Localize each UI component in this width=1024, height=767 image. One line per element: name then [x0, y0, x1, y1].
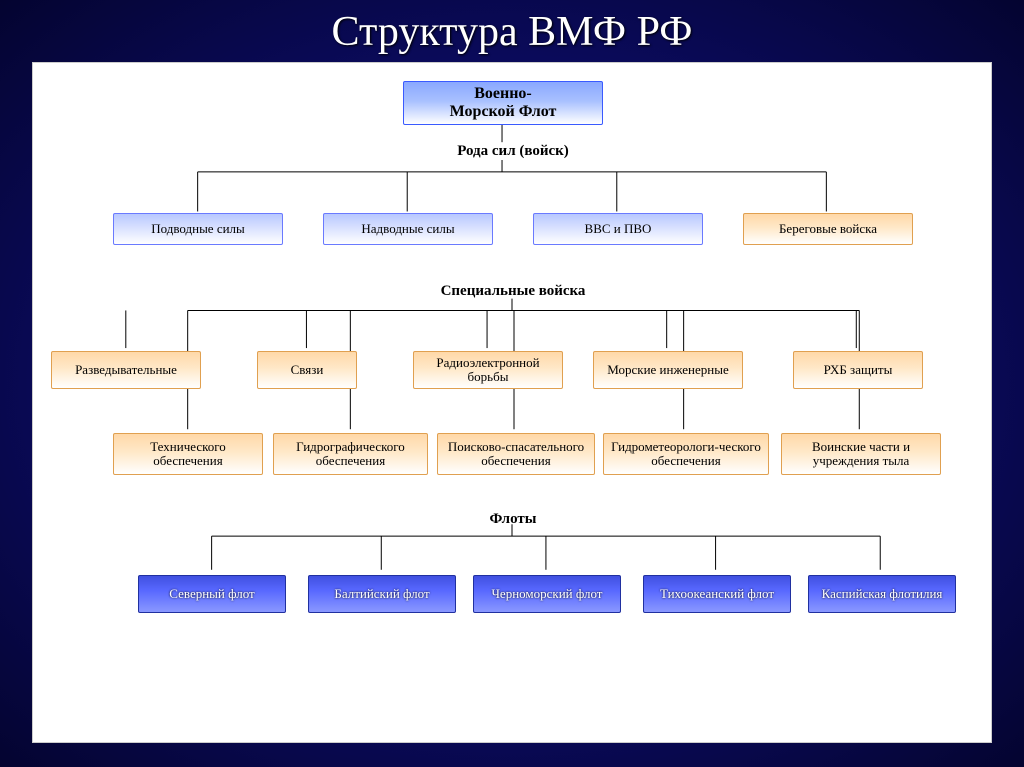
connectors [33, 63, 991, 742]
root-line2: Морской Флот [450, 103, 557, 120]
special-r1-1: Связи [257, 351, 357, 389]
fleet-node-1: Балтийский флот [308, 575, 456, 613]
root-node: Военно- Морской Флот [403, 81, 603, 125]
fleet-node-0: Северный флот [138, 575, 286, 613]
special-r1-3: Морские инженерные [593, 351, 743, 389]
forces-node-1: Надводные силы [323, 213, 493, 245]
special-r2-0: Технического обеспечения [113, 433, 263, 475]
special-r2-2: Поисково-спасательного обеспечения [437, 433, 595, 475]
fleet-node-4: Каспийская флотилия [808, 575, 956, 613]
special-r2-3: Гидрометеорологи-ческого обеспечения [603, 433, 769, 475]
forces-section-label: Рода сил (войск) [433, 143, 593, 160]
diagram-canvas: Военно- Морской Флот Рода сил (войск) Сп… [32, 62, 992, 743]
special-r1-0: Разведывательные [51, 351, 201, 389]
special-r1-2: Радиоэлектронной борьбы [413, 351, 563, 389]
special-r2-1: Гидрографического обеспечения [273, 433, 428, 475]
slide-title: Структура ВМФ РФ [0, 0, 1024, 62]
special-section-label: Специальные войска [423, 283, 603, 300]
fleets-section-label: Флоты [473, 511, 553, 528]
root-line1: Военно- [474, 85, 532, 102]
forces-node-3: Береговые войска [743, 213, 913, 245]
fleet-node-2: Черноморский флот [473, 575, 621, 613]
forces-node-0: Подводные силы [113, 213, 283, 245]
forces-node-2: ВВС и ПВО [533, 213, 703, 245]
special-r2-4: Воинские части и учреждения тыла [781, 433, 941, 475]
fleet-node-3: Тихоокеанский флот [643, 575, 791, 613]
special-r1-4: РХБ защиты [793, 351, 923, 389]
